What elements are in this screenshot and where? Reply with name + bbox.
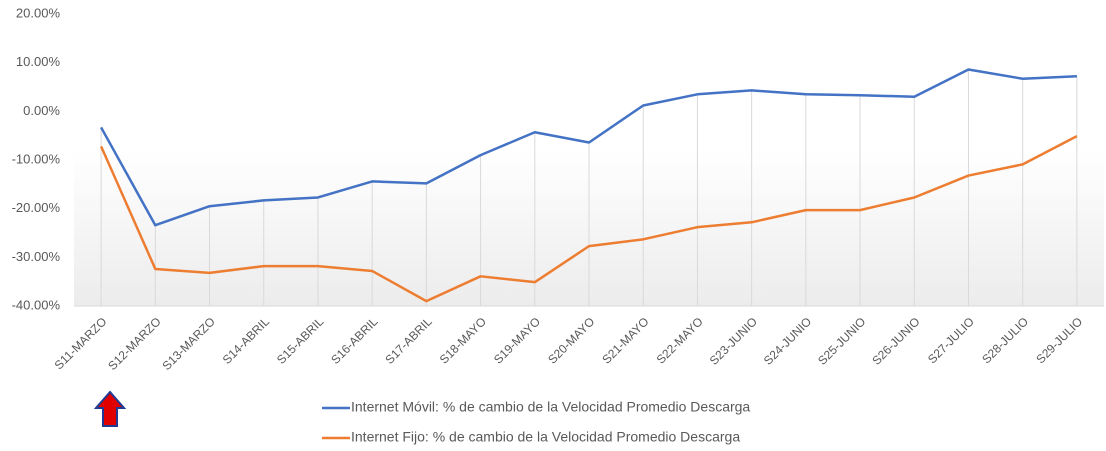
x-tick-label: S18-MAYO bbox=[437, 314, 489, 366]
y-tick-label: -30.00% bbox=[12, 249, 61, 264]
x-tick-label: S28-JULIO bbox=[979, 314, 1031, 366]
y-tick-label: 0.00% bbox=[23, 103, 60, 118]
y-tick-label: -10.00% bbox=[12, 151, 61, 166]
x-tick-label: S15-ABRIL bbox=[274, 314, 327, 367]
legend-label: Internet Móvil: % de cambio de la Veloci… bbox=[351, 399, 750, 415]
series-line bbox=[99, 135, 1078, 303]
x-tick-label: S13-MARZO bbox=[159, 314, 217, 372]
x-tick-label: S25-JUNIO bbox=[815, 314, 868, 367]
y-tick-label: 20.00% bbox=[16, 5, 61, 20]
y-tick-label: -20.00% bbox=[12, 200, 61, 215]
x-tick-label: S26-JUNIO bbox=[869, 314, 922, 367]
x-tick-label: S21-MAYO bbox=[599, 314, 651, 366]
legend-label: Internet Fijo: % de cambio de la Velocid… bbox=[351, 429, 740, 445]
y-tick-label: 10.00% bbox=[16, 54, 61, 69]
x-tick-label: S11-MARZO bbox=[52, 314, 110, 372]
series-line bbox=[100, 68, 1077, 227]
x-tick-label: S12-MARZO bbox=[105, 314, 163, 372]
x-tick-label: S23-JUNIO bbox=[707, 314, 760, 367]
x-tick-label: S27-JULIO bbox=[925, 314, 977, 366]
x-tick-label: S22-MAYO bbox=[654, 314, 706, 366]
x-tick-label: S16-ABRIL bbox=[328, 314, 381, 367]
x-tick-label: S17-ABRIL bbox=[382, 314, 435, 367]
x-tick-label: S14-ABRIL bbox=[220, 314, 273, 367]
x-tick-label: S20-MAYO bbox=[545, 314, 597, 366]
x-tick-label: S29-JULIO bbox=[1033, 314, 1085, 366]
x-tick-label: S19-MAYO bbox=[491, 314, 543, 366]
y-tick-label: -40.00% bbox=[12, 297, 61, 312]
x-tick-label: S24-JUNIO bbox=[761, 314, 814, 367]
arrow-annotation bbox=[93, 390, 127, 427]
